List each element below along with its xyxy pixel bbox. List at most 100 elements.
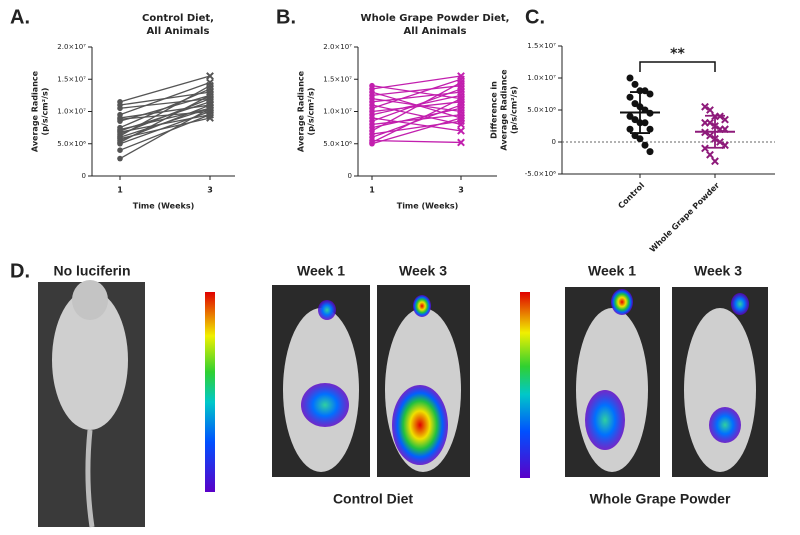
- image-label: Week 3: [399, 263, 447, 279]
- point: [631, 100, 639, 108]
- y-tick-label: 0: [552, 138, 556, 146]
- y-axis-label: (p/s/cm²/s): [307, 88, 316, 136]
- series-line: [371, 98, 462, 144]
- y-tick-label: 0: [348, 172, 352, 180]
- significance-bracket: [639, 61, 716, 72]
- sd-bar: [630, 91, 650, 134]
- x-tick-label: 3: [207, 186, 213, 195]
- y-tick-label: 1.0×10⁷: [323, 108, 352, 116]
- point: [646, 125, 654, 133]
- point: [206, 91, 214, 100]
- mouse-image: [272, 285, 370, 477]
- chart-title: All Animals: [147, 26, 210, 37]
- x-tick-label: 3: [458, 186, 464, 195]
- point: [206, 104, 214, 113]
- panel-label: A.: [10, 6, 30, 28]
- point: [626, 93, 634, 101]
- group-label: Whole Grape Powder: [590, 491, 731, 507]
- y-axis-label: (p/s/cm²/s): [510, 86, 519, 134]
- point: [117, 118, 123, 124]
- point: [706, 150, 714, 159]
- y-tick-label: 1.0×10⁷: [527, 74, 556, 82]
- series-line: [371, 85, 462, 100]
- chart-title: Whole Grape Powder Diet,: [361, 13, 510, 24]
- y-tick-label: 2.0×10⁷: [57, 43, 86, 51]
- series-line: [119, 114, 211, 151]
- series-line: [119, 75, 211, 103]
- mouse-image: [38, 280, 145, 528]
- y-tick-label: 5.0×10⁶: [527, 106, 556, 114]
- point: [117, 155, 123, 162]
- y-axis-label: Difference in: [490, 81, 499, 139]
- point: [626, 74, 634, 82]
- point: [721, 115, 729, 124]
- series-line: [371, 75, 462, 90]
- point: [117, 147, 123, 153]
- series-line: [119, 88, 211, 129]
- point: [457, 94, 465, 103]
- point: [646, 148, 654, 156]
- point: [641, 141, 649, 149]
- color-scale: [205, 292, 215, 492]
- point: [206, 110, 214, 119]
- series-line: [371, 139, 462, 144]
- point: [206, 81, 214, 90]
- series-line: [371, 104, 462, 126]
- series-line: [371, 88, 462, 122]
- point: [626, 112, 634, 120]
- y-tick-label: 5.0×10⁶: [57, 140, 86, 148]
- y-tick-label: 1.5×10⁷: [323, 75, 352, 83]
- point: [711, 157, 719, 166]
- panel-label: C.: [525, 6, 545, 28]
- series-line: [371, 81, 462, 132]
- panel-label: D.: [10, 260, 30, 282]
- image-label: No luciferin: [53, 263, 130, 279]
- y-tick-label: 1.5×10⁷: [527, 42, 556, 50]
- x-axis-label: Time (Weeks): [397, 202, 459, 211]
- sd-bar: [705, 114, 725, 149]
- group-label: Control Diet: [333, 491, 413, 507]
- chart-title: All Animals: [404, 26, 467, 37]
- point: [716, 138, 724, 146]
- series-line: [371, 85, 462, 97]
- mouse-image: [377, 285, 470, 477]
- point: [626, 125, 634, 133]
- series-line: [119, 85, 211, 137]
- color-scale: [520, 292, 530, 478]
- series-line: [371, 117, 462, 132]
- y-tick-label: -5.0×10⁶: [525, 170, 556, 178]
- point: [457, 126, 465, 135]
- point: [631, 116, 639, 124]
- point: [457, 101, 465, 109]
- x-tick-label: Control: [616, 181, 646, 211]
- x-tick-label: Whole Grape Powder: [648, 181, 721, 254]
- series-line: [119, 81, 211, 116]
- y-axis-label: Average Radiance: [31, 70, 40, 152]
- point: [641, 119, 649, 127]
- panel-d: D. No luciferin Week 1 Week 3 Week 1 Wee…: [10, 260, 768, 528]
- x-axis-label: Time (Weeks): [133, 202, 195, 211]
- image-label: Week 3: [694, 263, 742, 279]
- series-line: [119, 107, 211, 160]
- mouse-image: [672, 287, 768, 477]
- point: [706, 106, 714, 114]
- y-tick-label: 5.0×10⁶: [323, 140, 352, 148]
- chart-title: Control Diet,: [142, 13, 214, 24]
- annotation: **: [670, 46, 685, 62]
- point: [117, 105, 123, 112]
- point: [457, 114, 465, 122]
- x-tick-label: 1: [369, 186, 375, 195]
- image-label: Week 1: [297, 263, 345, 279]
- y-axis-label: Average Radiance: [297, 70, 306, 152]
- y-axis-label: (p/s/cm²/s): [41, 88, 50, 136]
- x-tick-label: 1: [117, 186, 123, 195]
- point: [457, 85, 465, 93]
- y-tick-label: 1.5×10⁷: [57, 75, 86, 83]
- y-axis-label: Average Radiance: [500, 69, 509, 151]
- point: [631, 80, 639, 88]
- series-line: [371, 78, 462, 109]
- point: [706, 118, 714, 127]
- point: [117, 140, 123, 147]
- y-tick-label: 0: [82, 172, 86, 180]
